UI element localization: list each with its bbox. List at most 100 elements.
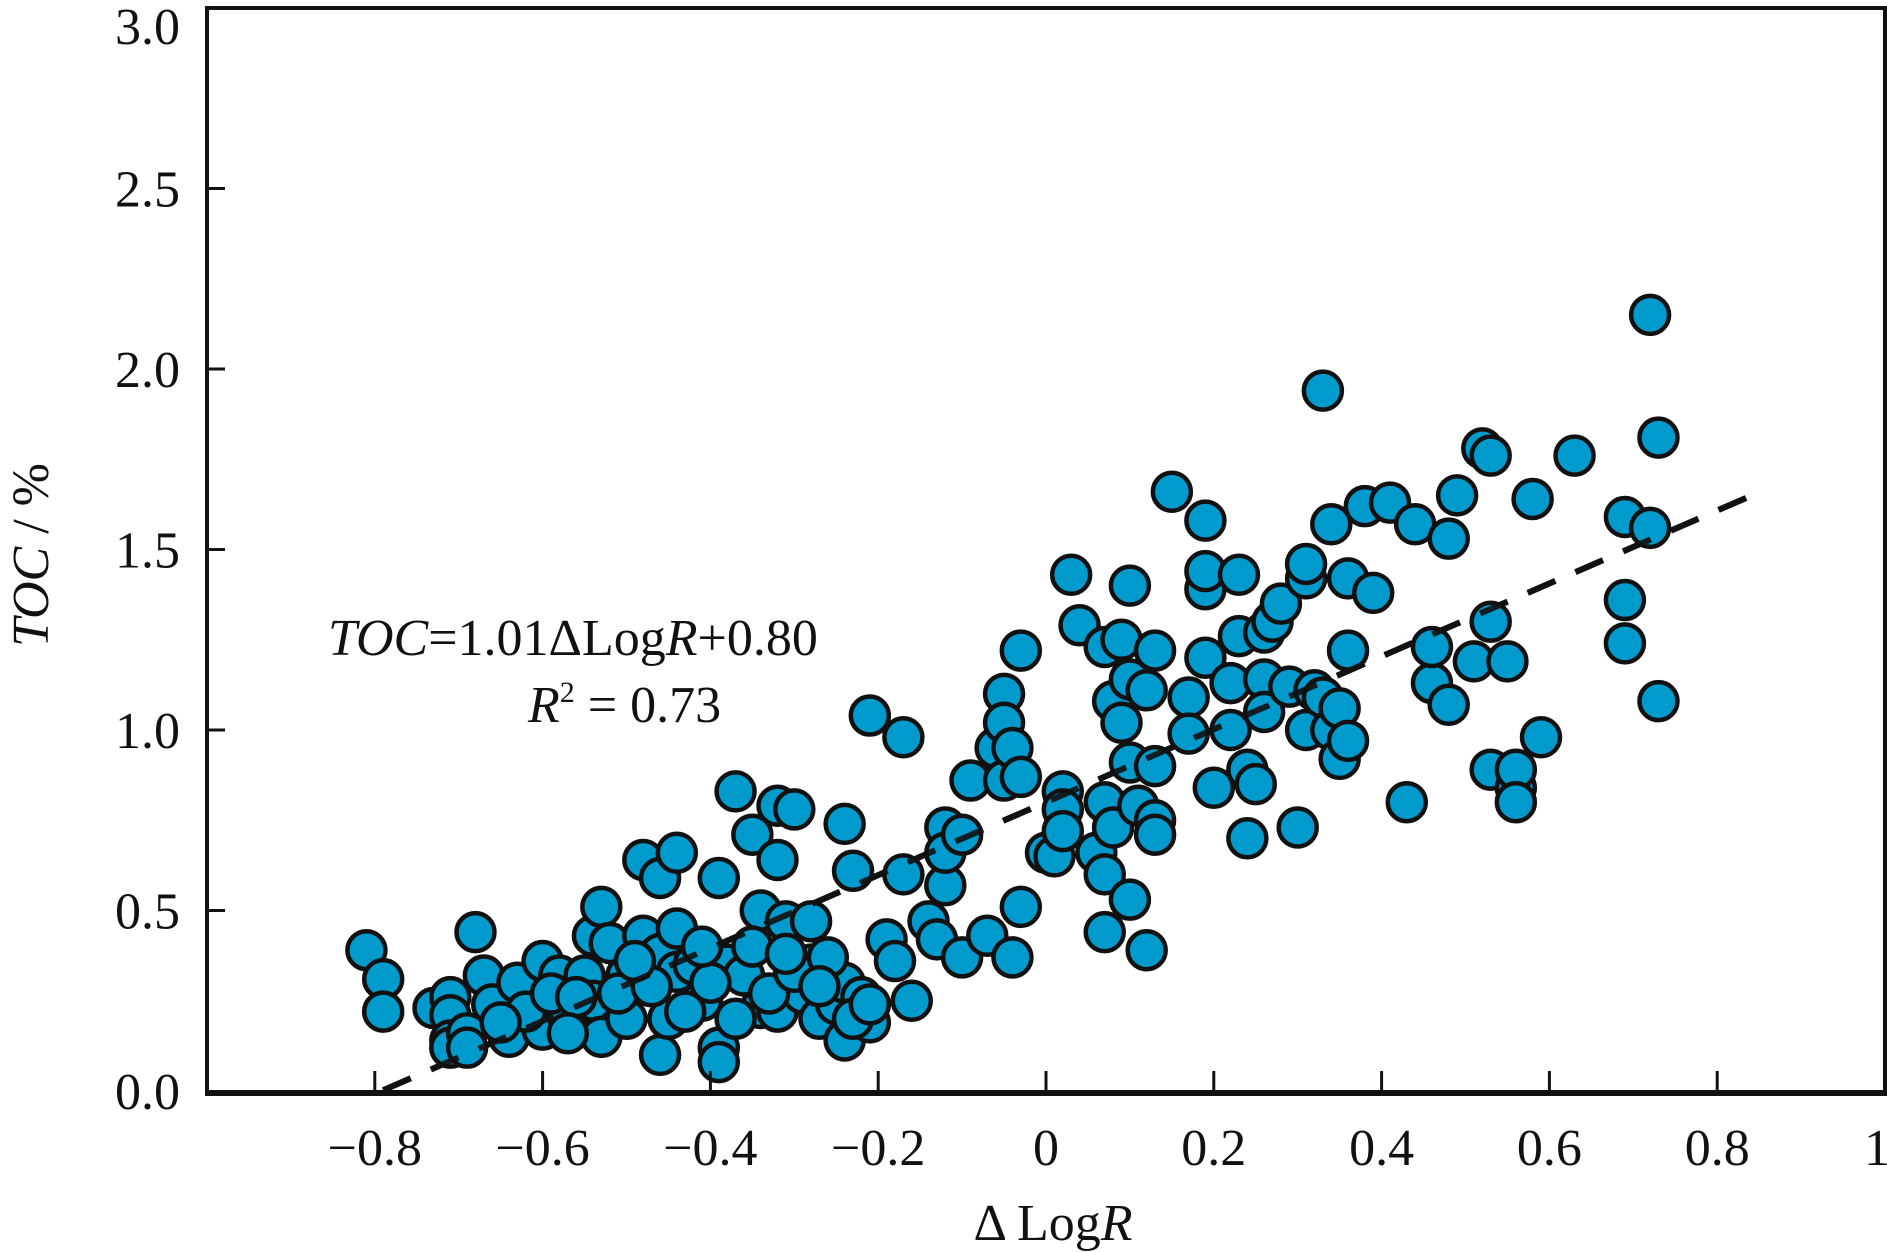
data-point (1184, 636, 1227, 680)
data-point (1301, 369, 1345, 412)
data-point (1108, 878, 1152, 921)
data-point (773, 788, 816, 831)
x-tick-label: 0.6 (1517, 1120, 1582, 1177)
label-segment: TOC (3, 545, 60, 647)
data-point (1125, 669, 1168, 712)
data-point (882, 715, 925, 759)
data-point (1041, 809, 1085, 853)
data-point (1276, 806, 1319, 849)
y-tick-label: 2.5 (115, 162, 180, 219)
y-tick-label: 3.0 (115, 0, 180, 56)
data-point (714, 997, 757, 1041)
data-point (554, 975, 598, 1019)
data-point (999, 885, 1043, 929)
data-point (1603, 622, 1647, 665)
label-segment: 2 (560, 676, 575, 709)
y-tick-label: 1.5 (115, 523, 180, 580)
data-point (1469, 434, 1512, 477)
data-point (1351, 571, 1395, 615)
data-point (546, 1011, 590, 1055)
data-point (1326, 719, 1370, 763)
y-axis-title: TOC / % (3, 463, 60, 647)
data-point (655, 831, 699, 874)
regression-line-overlay (381, 489, 1761, 1093)
label-segment: Δ Log (973, 1195, 1100, 1252)
x-tick-label: 0.8 (1685, 1120, 1750, 1177)
data-point (1100, 701, 1143, 745)
data-point (1083, 910, 1126, 954)
data-point (848, 694, 892, 737)
data-point (1192, 766, 1236, 810)
r-squared-label: R2 = 0.73 (527, 676, 721, 734)
data-point (1637, 679, 1680, 723)
data-point (479, 1001, 522, 1044)
x-tick-label: 1 (1864, 1120, 1887, 1177)
data-point (991, 936, 1034, 979)
data-point (1410, 625, 1454, 669)
x-tick-label: −0.4 (663, 1120, 757, 1177)
data-point (1628, 506, 1672, 550)
data-point (580, 885, 623, 929)
data-point (1234, 762, 1277, 806)
data-point (1133, 629, 1177, 672)
data-point (1385, 780, 1429, 824)
y-tick-label: 2.0 (115, 342, 180, 399)
data-point (1133, 813, 1177, 856)
label-segment: +0.80 (698, 610, 818, 667)
data-point (831, 849, 875, 893)
x-tick-label: 0 (1033, 1120, 1059, 1177)
data-point (1494, 780, 1538, 824)
data-point (361, 990, 405, 1033)
data-point (798, 965, 841, 1008)
data-point (789, 900, 833, 943)
data-point (714, 770, 757, 813)
data-point (1310, 502, 1353, 546)
data-point (1427, 683, 1470, 726)
data-point (663, 990, 707, 1033)
x-tick-label: 0.4 (1349, 1120, 1414, 1177)
data-point (1125, 928, 1168, 972)
data-point (873, 939, 917, 983)
data-point (756, 838, 799, 882)
data-point (1217, 553, 1261, 597)
data-point (1284, 542, 1328, 586)
label-segment: =1.01ΔLog (428, 610, 666, 667)
data-point (1184, 499, 1227, 542)
data-point (823, 802, 866, 846)
data-point (1553, 434, 1596, 477)
data-point (454, 910, 497, 954)
data-point (689, 961, 732, 1004)
regression-equation: TOC=1.01ΔLogR+0.80 (328, 610, 818, 667)
data-point (1519, 715, 1563, 759)
data-point (1242, 690, 1286, 734)
data-point (1628, 293, 1672, 337)
data-point (1167, 676, 1210, 719)
data-point (1486, 640, 1529, 683)
data-point (1108, 564, 1152, 607)
data-point (1049, 553, 1093, 597)
label-segment: R (665, 610, 698, 667)
data-point (1226, 817, 1269, 860)
data-point (1637, 416, 1680, 459)
data-point (697, 856, 741, 900)
x-tick-label: 0.2 (1181, 1120, 1246, 1177)
data-point (731, 813, 774, 856)
label-segment: R (527, 677, 560, 734)
data-point (999, 629, 1043, 672)
data-point (764, 932, 808, 976)
data-point (1259, 582, 1303, 625)
data-point (848, 983, 892, 1026)
data-points (345, 293, 1761, 1093)
y-tick-label: 0.5 (115, 884, 180, 941)
label-segment: / % (3, 463, 60, 547)
x-axis-title: Δ LogR (973, 1195, 1132, 1252)
x-tick-label: −0.2 (831, 1120, 925, 1177)
data-point (697, 1040, 741, 1084)
y-tick-label: 0.0 (115, 1064, 180, 1121)
data-point (890, 979, 934, 1022)
label-segment: TOC (328, 610, 430, 667)
x-tick-label: −0.6 (495, 1120, 589, 1177)
x-tick-label: −0.8 (328, 1120, 422, 1177)
data-point (1150, 470, 1194, 513)
